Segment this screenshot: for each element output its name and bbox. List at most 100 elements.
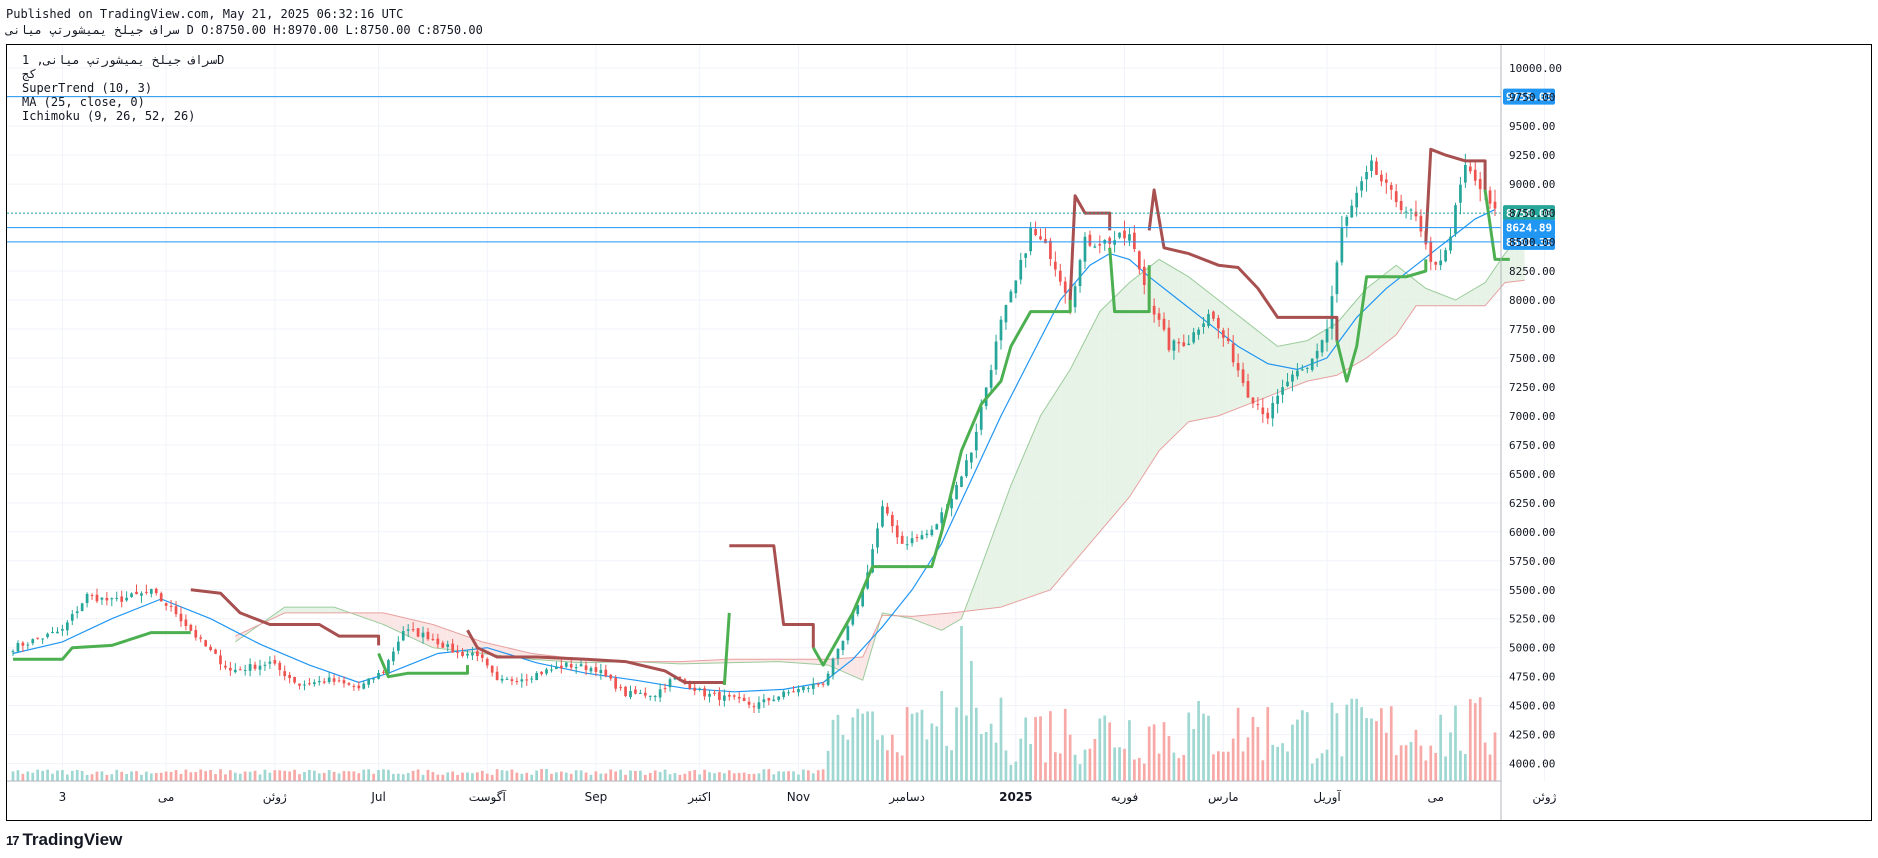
cloud-slice xyxy=(462,634,468,652)
cloud-slice xyxy=(1302,340,1308,384)
volume-bar xyxy=(1488,754,1492,781)
volume-bar xyxy=(26,771,30,781)
cloud-slice xyxy=(1198,284,1204,420)
cloud-slice xyxy=(1490,268,1495,300)
volume-bar xyxy=(1103,715,1107,781)
candle-body xyxy=(1182,342,1186,347)
candle-body xyxy=(1246,381,1250,398)
candle-body xyxy=(401,631,405,641)
cloud-slice xyxy=(1070,359,1076,567)
candle-body xyxy=(569,664,573,668)
y-tick-label: 4000.00 xyxy=(1509,758,1555,771)
volume-bar xyxy=(466,772,469,781)
chart-frame[interactable]: 9755.03 8750.00 8624.89 8501.35 4000.00 4250… xyxy=(6,44,1872,821)
volume-bar xyxy=(1286,751,1289,781)
candle-body xyxy=(821,683,825,685)
candle-body xyxy=(1345,216,1349,226)
volume-bar xyxy=(456,774,459,781)
volume-bar xyxy=(1251,716,1255,781)
candle-body xyxy=(1236,363,1240,371)
volume-bar xyxy=(629,770,632,781)
candle-body xyxy=(1024,253,1028,258)
volume-bar xyxy=(658,772,662,781)
volume-bar xyxy=(1389,706,1393,781)
candle-body xyxy=(115,597,119,599)
x-tick-label: اکتبر xyxy=(687,790,711,805)
cloud-slice xyxy=(1411,276,1416,314)
volume-bar xyxy=(777,771,781,781)
volume-bar xyxy=(140,774,143,781)
candle-body xyxy=(1414,211,1418,217)
candle-body xyxy=(663,688,667,690)
volume-bar xyxy=(1217,751,1220,781)
volume-bar xyxy=(910,713,914,781)
volume-bar xyxy=(377,770,380,781)
y-tick-label: 7500.00 xyxy=(1509,352,1555,365)
candle-body xyxy=(1029,227,1032,252)
candle-body xyxy=(179,613,183,622)
legend-ma[interactable]: MA (25, close, 0) xyxy=(22,95,145,109)
volume-bar xyxy=(802,769,805,781)
volume-bar xyxy=(480,770,484,781)
price-badge-label: 8750.00 xyxy=(1506,207,1552,220)
volume-bar xyxy=(149,773,153,781)
supertrend-layer xyxy=(13,147,1510,685)
candle-body xyxy=(614,677,618,689)
cloud-slice xyxy=(773,659,779,662)
cloud-slice xyxy=(744,659,750,663)
volume-bar xyxy=(1236,707,1240,781)
volume-bar xyxy=(925,739,929,781)
y-tick-label: 5000.00 xyxy=(1509,642,1555,655)
y-tick-label: 6000.00 xyxy=(1509,526,1555,539)
cloud-slice xyxy=(1425,288,1431,306)
legend-ichimoku[interactable]: Ichimoku (9, 26, 52, 26) xyxy=(22,109,196,123)
volume-bar xyxy=(1058,753,1062,781)
volume-bar xyxy=(599,773,603,781)
candle-body xyxy=(21,642,25,646)
volume-bar xyxy=(999,697,1003,781)
volume-bar xyxy=(1133,759,1136,781)
cloud-slice xyxy=(1139,271,1145,482)
y-tick-label: 5250.00 xyxy=(1509,613,1555,626)
candle-body xyxy=(1123,230,1126,239)
cloud-slice xyxy=(1193,280,1199,421)
volume-bar xyxy=(1078,764,1082,781)
candle-body xyxy=(545,669,548,674)
cloud-slice xyxy=(1114,292,1120,515)
tradingview-logo-icon: 17 xyxy=(6,832,20,848)
cloud-slice xyxy=(808,659,814,665)
candle-body xyxy=(1384,179,1388,183)
candle-body xyxy=(1454,205,1457,234)
volume-bar xyxy=(441,774,445,781)
volume-bar xyxy=(268,772,272,781)
volume-bar xyxy=(564,772,568,781)
volume-bar xyxy=(727,770,731,781)
candle-body xyxy=(1093,246,1097,248)
volume-bar xyxy=(1167,736,1171,781)
candle-body xyxy=(1330,296,1334,329)
candle-body xyxy=(268,661,272,664)
cloud-slice xyxy=(418,621,424,644)
candle-body xyxy=(811,683,815,689)
candle-body xyxy=(806,687,810,689)
volume-bar xyxy=(154,773,158,781)
candle-body xyxy=(308,683,311,685)
cloud-slice xyxy=(936,613,942,631)
price-badge xyxy=(1503,233,1555,250)
candle-body xyxy=(1320,340,1324,353)
cloud-slice xyxy=(1277,345,1283,393)
candle-body xyxy=(80,603,84,612)
volume-bar xyxy=(1449,732,1452,781)
volume-bar xyxy=(411,770,415,781)
legend-supertrend[interactable]: SuperTrend (10, 3) xyxy=(22,81,153,95)
candle-body xyxy=(362,683,366,689)
candle-body xyxy=(920,535,924,540)
candle-body xyxy=(1389,185,1393,190)
brand-logo[interactable]: 17 TradingView xyxy=(6,830,122,850)
volume-bar xyxy=(550,773,553,781)
candle-body xyxy=(1355,192,1359,208)
volume-bar xyxy=(1212,754,1215,781)
candle-body xyxy=(1365,172,1368,180)
volume-bar xyxy=(431,772,435,781)
